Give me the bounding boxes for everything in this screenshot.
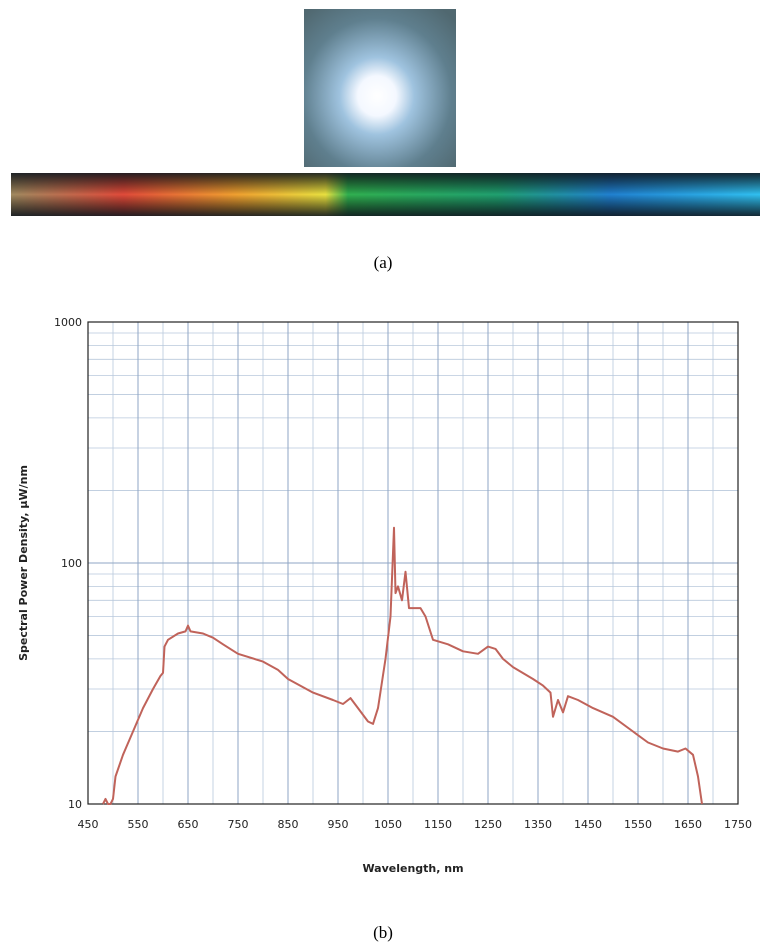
- x-tick-label: 1250: [474, 818, 502, 831]
- caption: (a): [374, 253, 393, 272]
- x-tick-label: 450: [78, 818, 99, 831]
- x-tick-label: 1650: [674, 818, 702, 831]
- y-tick-label: 100: [61, 557, 82, 570]
- y-tick-label: 1000: [54, 316, 82, 329]
- y-tick-label: 10: [68, 798, 82, 811]
- x-tick-label: 750: [228, 818, 249, 831]
- spectrum-line: [102, 526, 703, 805]
- x-tick-label: 850: [278, 818, 299, 831]
- y-axis-label: Spectral Power Density, µW/nm: [17, 465, 30, 661]
- x-tick-label: 950: [328, 818, 349, 831]
- x-tick-label: 1450: [574, 818, 602, 831]
- x-tick-label: 650: [178, 818, 199, 831]
- x-tick-label: 1350: [524, 818, 552, 831]
- x-tick-label: 1150: [424, 818, 452, 831]
- plot-frame: [87, 321, 739, 805]
- x-tick-label: 1050: [374, 818, 402, 831]
- spectrum-shade: [11, 173, 760, 216]
- x-axis-label: Wavelength, nm: [362, 862, 463, 875]
- x-tick-label: 1550: [624, 818, 652, 831]
- caption: (b): [373, 923, 393, 942]
- lamp-photo: [304, 9, 456, 167]
- x-tick-label: 1750: [724, 818, 752, 831]
- x-tick-label: 550: [128, 818, 149, 831]
